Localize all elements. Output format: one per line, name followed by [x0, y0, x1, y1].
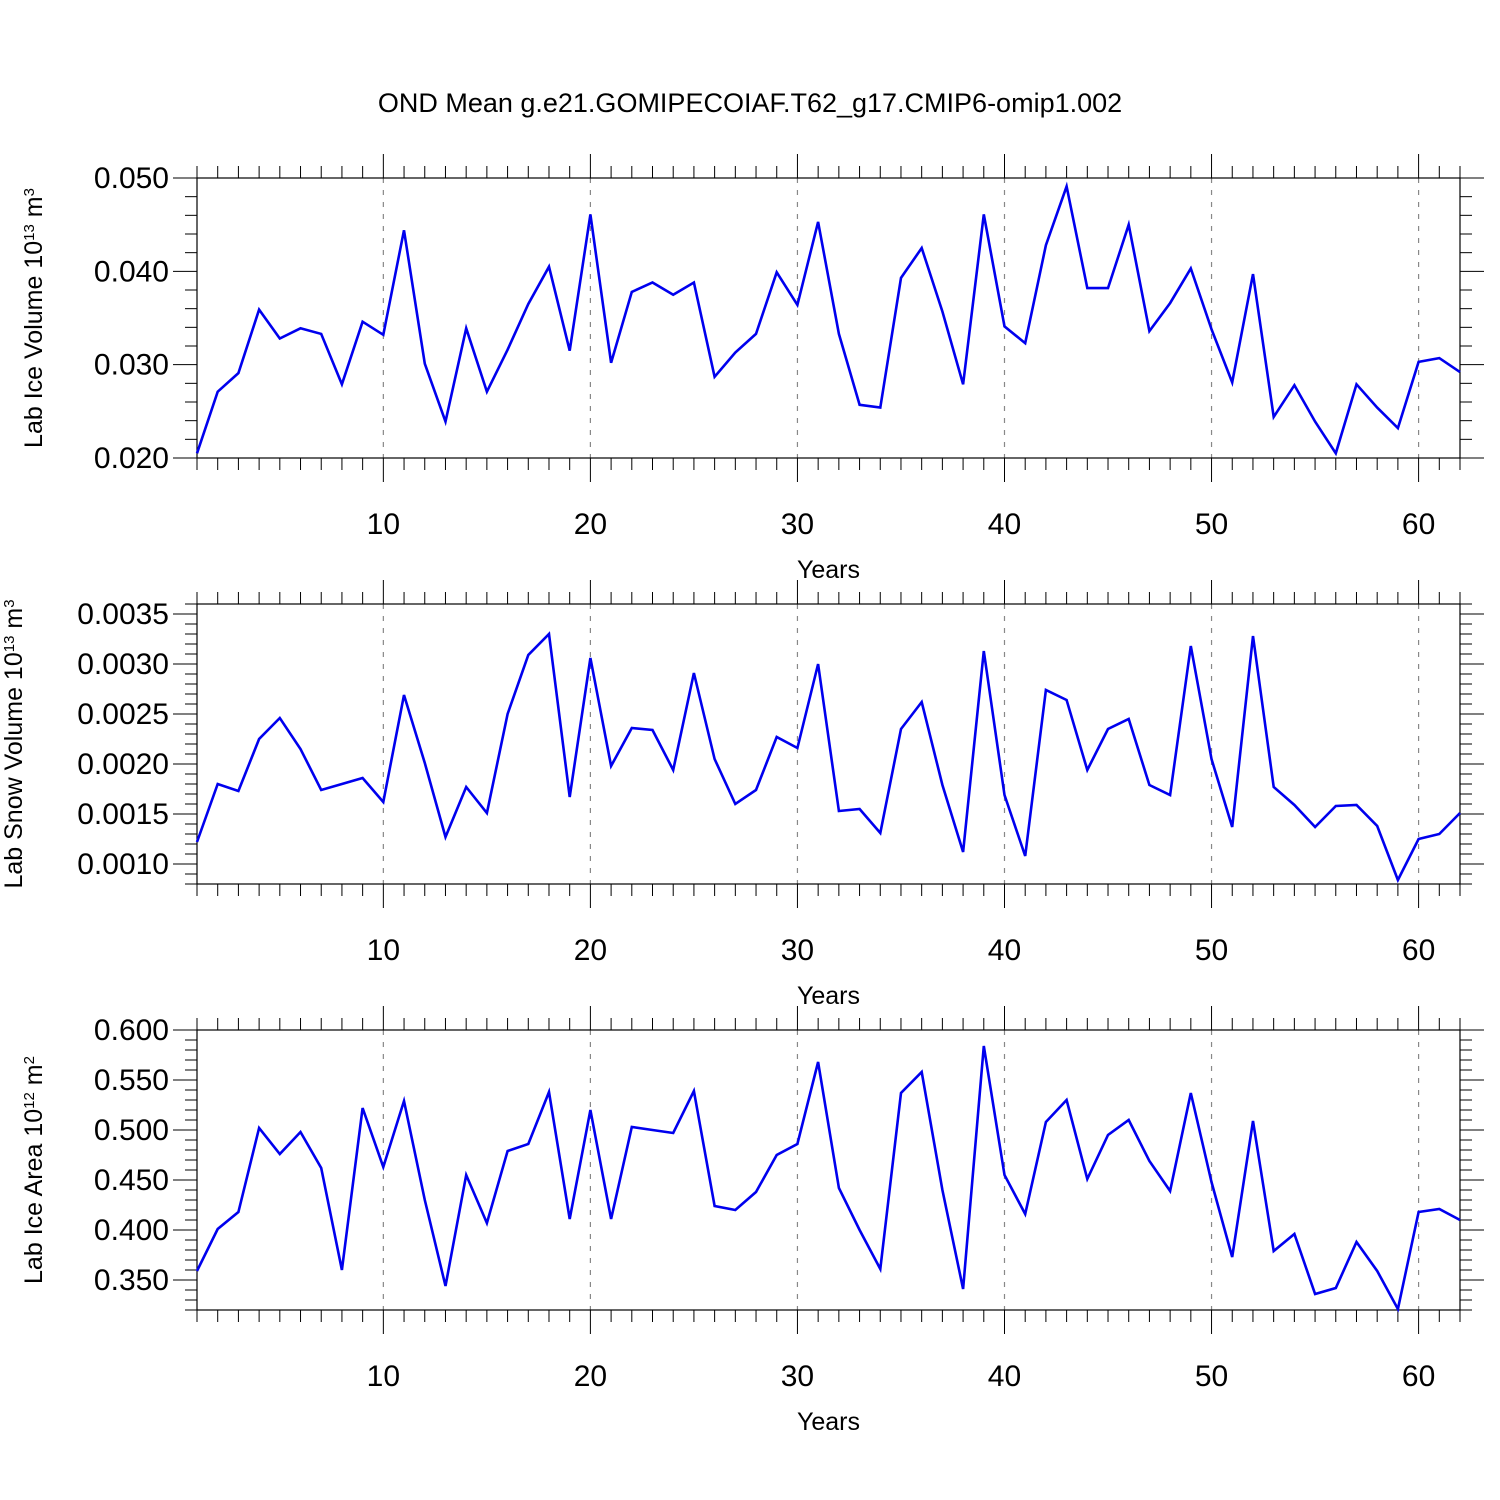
series-line [195, 631, 1461, 884]
x-tick-label: 60 [1402, 508, 1435, 541]
x-tick-label: 30 [781, 934, 814, 967]
y-tick-label: 0.0010 [77, 848, 169, 881]
y-tick-label: 0.040 [94, 255, 169, 288]
x-tick-label: 30 [781, 508, 814, 541]
y-tick-label: 0.500 [94, 1114, 169, 1147]
x-tick-label: 50 [1195, 1360, 1228, 1393]
x-tick-label: 40 [988, 934, 1021, 967]
y-axis-title: Lab Ice Volume 1013 m3 [20, 188, 48, 448]
y-tick-label: 0.450 [94, 1164, 169, 1197]
x-axis-title: Years [797, 1408, 860, 1436]
y-tick-label: 0.0015 [77, 798, 169, 831]
y-tick-label: 0.0030 [77, 648, 169, 681]
x-tick-label: 10 [367, 934, 400, 967]
y-tick-label: 0.030 [94, 349, 169, 382]
chart-panel-2: 0.0010 0.0015 0.0020 0.0025 0.0030 0.0035 10 20… [0, 580, 1484, 1010]
y-tick-label: 0.0025 [77, 698, 169, 731]
x-tick-label: 30 [781, 1360, 814, 1393]
chart-title: OND Mean g.e21.GOMIPECOIAF.T62_g17.CMIP6… [377, 88, 1123, 118]
x-tick-label: 10 [367, 1360, 400, 1393]
plot-frame [196, 177, 1461, 459]
x-axis-title: Years [797, 556, 860, 584]
x-axis-title: Years [797, 982, 860, 1010]
x-tick-label: 20 [574, 1360, 607, 1393]
x-tick-label: 20 [574, 934, 607, 967]
x-tick-label: 50 [1195, 508, 1228, 541]
y-tick-label: 0.0035 [77, 598, 169, 631]
series-line [195, 181, 1461, 457]
x-tick-label: 60 [1402, 1360, 1435, 1393]
y-tick-label: 0.400 [94, 1214, 169, 1247]
plot-frame [196, 1029, 1461, 1311]
y-tick-label: 0.020 [94, 442, 169, 475]
y-tick-label: 0.050 [94, 162, 169, 195]
chart-panel-1: 0.020 0.030 0.040 0.050 10 20 30 40 50 60 Years Lab… [20, 154, 1484, 584]
x-tick-label: 10 [367, 508, 400, 541]
series-line [195, 1045, 1461, 1313]
y-tick-label: 0.0020 [77, 748, 169, 781]
y-axis-title: Lab Ice Area 1012 m2 [20, 1056, 48, 1284]
chart-panel-3: 0.350 0.400 0.450 0.500 0.550 0.600 10 20 30 40 50… [20, 1006, 1484, 1436]
y-axis-title: Lab Snow Volume 1013 m3 [0, 599, 28, 888]
y-tick-label: 0.600 [94, 1014, 169, 1047]
x-tick-label: 50 [1195, 934, 1228, 967]
x-tick-label: 40 [988, 1360, 1021, 1393]
x-tick-label: 20 [574, 508, 607, 541]
y-tick-label: 0.350 [94, 1264, 169, 1297]
y-tick-label: 0.550 [94, 1064, 169, 1097]
x-tick-label: 60 [1402, 934, 1435, 967]
x-tick-label: 40 [988, 508, 1021, 541]
